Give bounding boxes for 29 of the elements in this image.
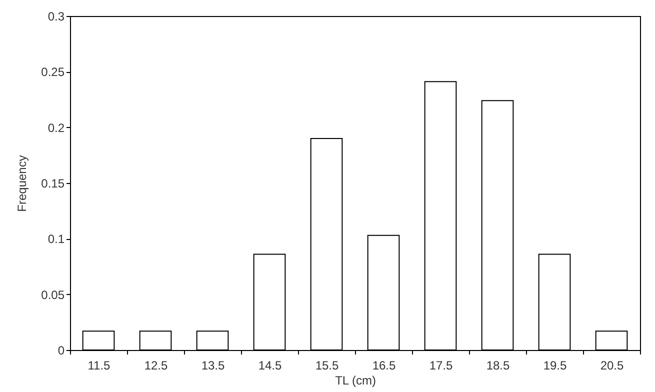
x-tick-label: 20.5 xyxy=(600,358,624,372)
x-tick-label: 14.5 xyxy=(258,358,282,372)
x-tick-label: 15.5 xyxy=(315,358,339,372)
bar xyxy=(310,138,343,350)
bar xyxy=(367,234,400,350)
bar xyxy=(82,330,115,350)
x-tick-label: 11.5 xyxy=(88,358,111,372)
bar xyxy=(424,81,457,350)
y-tick-label: 0.1 xyxy=(48,232,65,246)
x-tick-label: 19.5 xyxy=(543,358,567,372)
bar xyxy=(196,330,229,350)
bar xyxy=(481,100,514,350)
bar xyxy=(538,254,571,350)
y-tick-label: 0 xyxy=(58,344,65,358)
bar xyxy=(253,254,286,350)
x-tick-label: 12.5 xyxy=(144,358,168,372)
x-tick-label: 16.5 xyxy=(372,358,396,372)
y-axis-title: Frequency xyxy=(15,155,30,212)
y-tick-label: 0.25 xyxy=(41,65,65,80)
y-tick-label: 0.3 xyxy=(48,10,65,24)
y-tick-label: 0.15 xyxy=(41,176,65,190)
y-tick-label: 0.05 xyxy=(41,288,65,302)
x-tick-label: 13.5 xyxy=(201,358,225,372)
y-tick-label: 0.2 xyxy=(48,120,65,135)
x-tick-label: 17.5 xyxy=(429,358,453,372)
bar xyxy=(139,330,172,350)
bar xyxy=(595,330,628,350)
x-axis-title: TL (cm) xyxy=(335,374,376,388)
x-tick-label: 18.5 xyxy=(486,358,510,372)
